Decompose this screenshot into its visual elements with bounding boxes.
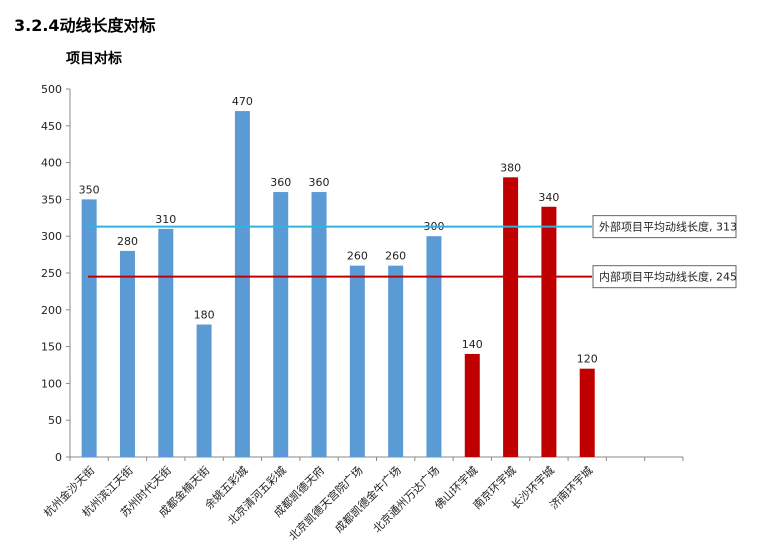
bar xyxy=(426,236,442,457)
bar xyxy=(81,199,97,457)
bar xyxy=(464,353,480,457)
bar xyxy=(349,265,365,457)
reference-label: 外部项目平均动线长度, 313 xyxy=(599,220,737,234)
bar xyxy=(541,206,557,457)
bar xyxy=(234,111,250,457)
y-tick-label: 100 xyxy=(41,377,62,390)
data-label: 120 xyxy=(577,353,598,366)
reference-callout xyxy=(592,265,737,289)
y-tick-label: 250 xyxy=(41,267,62,280)
bar xyxy=(196,324,212,457)
bar xyxy=(119,250,135,457)
y-tick-label: 350 xyxy=(41,193,62,206)
category-label: 北京凯德天宫院广场 xyxy=(286,463,366,543)
y-tick-label: 500 xyxy=(41,83,62,96)
data-label: 380 xyxy=(500,161,521,174)
bar xyxy=(579,368,595,457)
bar xyxy=(311,192,327,458)
y-tick-label: 200 xyxy=(41,304,62,317)
data-label: 260 xyxy=(385,250,406,263)
bar xyxy=(158,228,174,457)
data-label: 280 xyxy=(117,235,138,248)
category-label: 北京通州万达广场 xyxy=(370,463,442,535)
chart-subtitle: 项目对标 xyxy=(66,51,122,67)
y-tick-label: 300 xyxy=(41,230,62,243)
bar xyxy=(503,177,519,457)
data-label: 310 xyxy=(155,213,176,226)
data-label: 350 xyxy=(79,183,100,196)
reference-label: 内部项目平均动线长度, 245 xyxy=(599,270,737,284)
data-label: 360 xyxy=(270,176,291,189)
data-label: 340 xyxy=(538,191,559,204)
page-title: 3.2.4动线长度对标 xyxy=(14,16,156,35)
y-tick-label: 400 xyxy=(41,157,62,170)
data-label: 180 xyxy=(194,309,215,322)
y-tick-label: 50 xyxy=(48,414,62,427)
y-tick-label: 450 xyxy=(41,120,62,133)
bar xyxy=(388,265,404,457)
data-label: 470 xyxy=(232,95,253,108)
bar xyxy=(273,192,289,458)
data-label: 140 xyxy=(462,338,483,351)
reference-callout xyxy=(592,215,737,239)
category-label: 成都凯德金牛广场 xyxy=(332,463,404,535)
data-label: 360 xyxy=(309,176,330,189)
data-label: 260 xyxy=(347,250,368,263)
y-tick-label: 0 xyxy=(55,451,62,464)
y-tick-label: 150 xyxy=(41,341,62,354)
